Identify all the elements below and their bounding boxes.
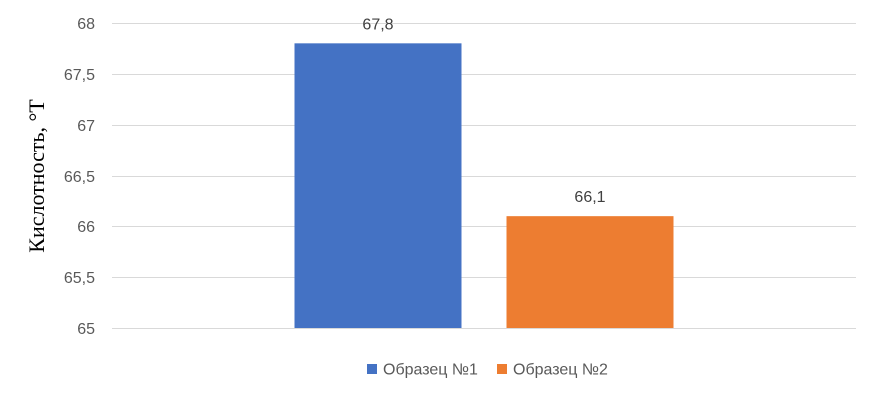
- gridlines: [112, 23, 856, 329]
- bar-series-1: [294, 43, 462, 328]
- y-tick-label: 68: [77, 16, 95, 33]
- legend-swatch-series-1: [367, 364, 377, 374]
- legend-label-series-2: Образец №2: [513, 362, 608, 379]
- y-tick-label: 65,5: [64, 270, 95, 287]
- y-axis-ticks: 65 65,5 66 66,5 67 67,5 68: [64, 16, 95, 338]
- y-tick-label: 67,5: [64, 67, 95, 84]
- y-tick-label: 66,5: [64, 169, 95, 186]
- bars: [294, 43, 674, 328]
- legend-swatch-series-2: [497, 364, 507, 374]
- bar-series-2: [506, 216, 674, 328]
- y-tick-label: 66: [77, 219, 95, 236]
- data-labels: 67,8 66,1: [362, 16, 605, 206]
- y-tick-label: 65: [77, 321, 95, 338]
- y-tick-label: 67: [77, 118, 95, 135]
- data-label-series-1: 67,8: [362, 16, 393, 33]
- legend-label-series-1: Образец №1: [383, 362, 478, 379]
- legend: Образец №1 Образец №2: [367, 362, 608, 379]
- data-label-series-2: 66,1: [574, 189, 605, 206]
- y-axis-title: Кислотность, °Т: [24, 99, 49, 253]
